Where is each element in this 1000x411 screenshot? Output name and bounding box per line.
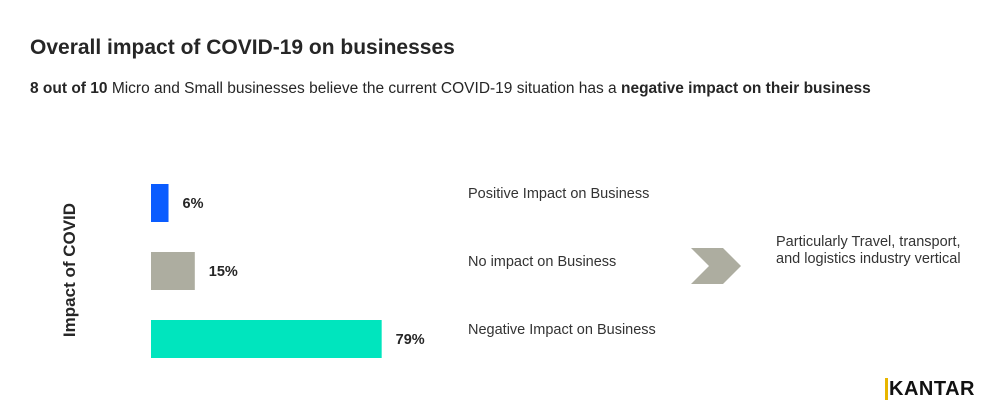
category-label: Positive Impact on Business xyxy=(468,186,650,202)
category-label: No impact on Business xyxy=(468,254,617,270)
bar-2 xyxy=(151,320,382,358)
value-label: 6% xyxy=(183,196,204,212)
annotation-note: Particularly Travel, transport, and logi… xyxy=(776,234,961,267)
bar-0 xyxy=(151,184,169,222)
chart-title: Overall impact of COVID-19 on businesses xyxy=(30,36,455,59)
chart-subtitle: 8 out of 10 Micro and Small businesses b… xyxy=(30,78,980,99)
value-label: 15% xyxy=(209,264,238,280)
subtitle-bold-end: negative impact on their business xyxy=(620,80,871,97)
bar-1 xyxy=(151,252,195,290)
subtitle-middle: Micro and Small businesses believe the c… xyxy=(107,80,621,97)
kantar-logo: KANTAR xyxy=(885,378,975,401)
category-label: Negative Impact on Business xyxy=(468,322,656,338)
value-label: 79% xyxy=(396,332,425,348)
chevron-right-icon xyxy=(691,248,741,284)
subtitle-bold-start: 8 out of 10 xyxy=(30,80,108,97)
